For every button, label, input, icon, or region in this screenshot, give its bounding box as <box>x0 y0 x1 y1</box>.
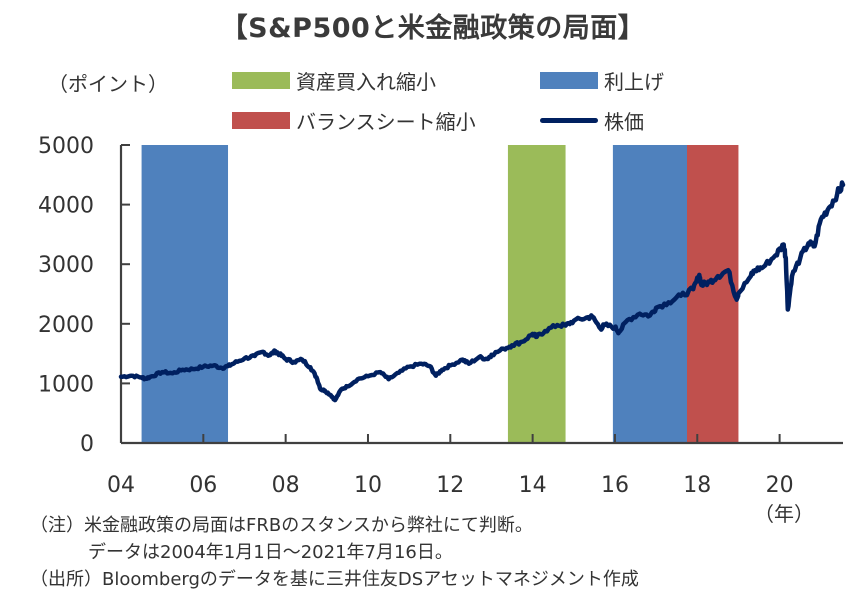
x-tick-label-10: 10 <box>354 473 382 498</box>
legend-swatch-balance-sheet <box>232 112 290 129</box>
y-tick-label-4000: 4000 <box>38 194 94 219</box>
y-tick-label-3000: 3000 <box>38 253 94 278</box>
legend-swatch-rate-hike <box>540 72 598 89</box>
legend-swatch-taper <box>232 72 290 89</box>
x-tick-label-06: 06 <box>189 473 217 498</box>
x-tick-label-20: 20 <box>766 473 794 498</box>
policy-band-3 <box>686 145 739 443</box>
footnotes: （注）米金融政策の局面はFRBのスタンスから弊社にて判断。 データは2004年1… <box>30 512 639 593</box>
legend-label-stock-price: 株価 <box>604 110 644 134</box>
axes: 0 1000 2000 3000 4000 5000 04 06 08 10 12 14 16 18 20 <box>38 134 843 498</box>
source-note: （出所）Bloombergのデータを基に三井住友DSアセットマネジメント作成 <box>30 569 639 590</box>
legend-label-rate-hike: 利上げ <box>604 70 664 94</box>
x-tick-label-18: 18 <box>683 473 711 498</box>
y-tick-label-2000: 2000 <box>38 313 94 338</box>
legend-item-stock-price: 株価 <box>540 106 644 135</box>
note-2: データは2004年1月1日～2021年7月16日。 <box>88 542 453 563</box>
chart-title: 【S&P500と米金融政策の局面】 <box>220 13 646 44</box>
y-tick-label-0: 0 <box>80 432 94 457</box>
legend-label-taper: 資産買入れ縮小 <box>296 70 436 94</box>
policy-band-0 <box>141 145 229 443</box>
x-tick-label-14: 14 <box>519 473 547 498</box>
y-tick-label-1000: 1000 <box>38 372 94 397</box>
y-tick-label-5000: 5000 <box>38 134 94 159</box>
note-1: （注）米金融政策の局面はFRBのスタンスから弊社にて判断。 <box>30 515 533 536</box>
x-tick-label-12: 12 <box>436 473 464 498</box>
x-axis-unit-label: （年） <box>754 502 814 526</box>
policy-bands <box>141 145 739 443</box>
x-tick-label-08: 08 <box>272 473 300 498</box>
series-lines <box>118 180 846 403</box>
legend-item-balance-sheet: バランスシート縮小 <box>232 106 476 135</box>
legend-item-taper: 資産買入れ縮小 <box>232 66 436 95</box>
x-tick-label-04: 04 <box>107 473 135 498</box>
y-axis-unit-label: （ポイント） <box>48 72 168 96</box>
legend-swatch-stock-price <box>540 118 598 123</box>
legend-label-balance-sheet: バランスシート縮小 <box>296 110 476 134</box>
policy-band-1 <box>507 145 566 443</box>
series-line-stock-price <box>118 180 846 403</box>
legend-item-rate-hike: 利上げ <box>540 66 664 95</box>
x-tick-label-16: 16 <box>601 473 629 498</box>
policy-band-2 <box>612 145 687 443</box>
